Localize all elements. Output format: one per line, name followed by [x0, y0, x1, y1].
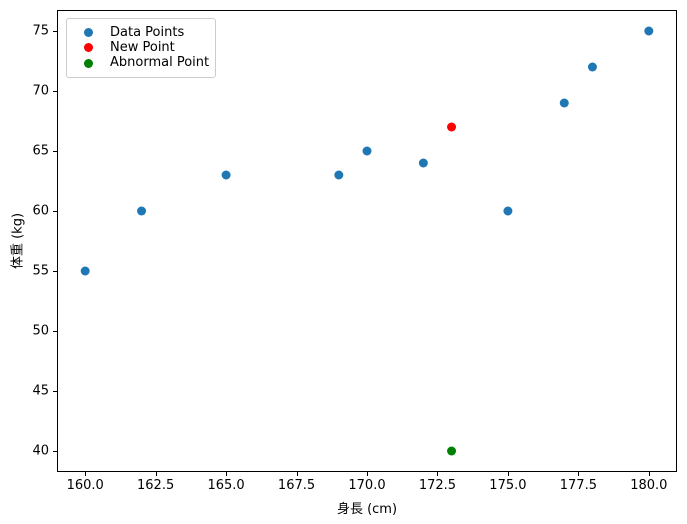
x-tick-mark [155, 472, 157, 476]
y-tick-mark [53, 31, 57, 32]
y-tick-label: 40 [32, 443, 49, 459]
x-tick-mark [296, 472, 298, 476]
x-tick-mark [648, 472, 650, 476]
x-tick-mark [507, 472, 509, 476]
y-tick-mark [53, 391, 57, 392]
y-tick-label: 55 [32, 263, 49, 279]
x-tick-label: 180.0 [630, 478, 668, 493]
legend-item-label: Data Points [110, 24, 185, 40]
x-tick-label: 172.5 [418, 478, 457, 493]
y-tick-label: 75 [32, 23, 49, 39]
x-tick-mark [85, 472, 87, 476]
y-tick-label: 65 [32, 143, 49, 159]
legend-item: New Point [77, 40, 205, 55]
y-tick-mark [53, 211, 57, 212]
y-tick-label: 60 [32, 203, 49, 219]
y-tick-mark [53, 331, 57, 332]
x-tick-mark [578, 472, 580, 476]
legend-marker-icon [84, 58, 93, 68]
x-tick-mark [226, 472, 228, 476]
legend-item: Abnormal Point [77, 56, 209, 71]
plot-area [57, 10, 677, 472]
y-tick-mark [53, 91, 57, 92]
legend-item-label: Abnormal Point [110, 55, 210, 71]
y-tick-mark [53, 451, 57, 452]
x-tick-label: 162.5 [137, 478, 175, 493]
y-tick-label: 50 [32, 323, 49, 339]
y-tick-label: 70 [32, 83, 49, 99]
y-axis-label: 体重 (kg) [10, 212, 26, 270]
x-tick-label: 167.5 [277, 478, 316, 493]
y-tick-mark [53, 271, 57, 272]
legend: Data Points New Point Abnormal Point [66, 18, 216, 78]
x-tick-label: 175.0 [489, 478, 527, 493]
y-tick-mark [53, 151, 57, 152]
x-tick-label: 165.0 [207, 478, 245, 493]
y-tick-label: 45 [32, 383, 49, 399]
x-tick-mark [437, 472, 439, 476]
legend-marker-icon [84, 43, 93, 53]
x-axis-label: 身長 (cm) [336, 502, 398, 517]
x-tick-label: 170.0 [348, 478, 386, 493]
legend-marker-icon [84, 28, 93, 38]
x-tick-label: 177.5 [559, 478, 597, 493]
x-tick-label: 160.0 [66, 478, 104, 493]
legend-item-label: New Point [110, 39, 175, 55]
x-tick-mark [367, 472, 368, 476]
legend-item: Data Points [77, 25, 205, 40]
